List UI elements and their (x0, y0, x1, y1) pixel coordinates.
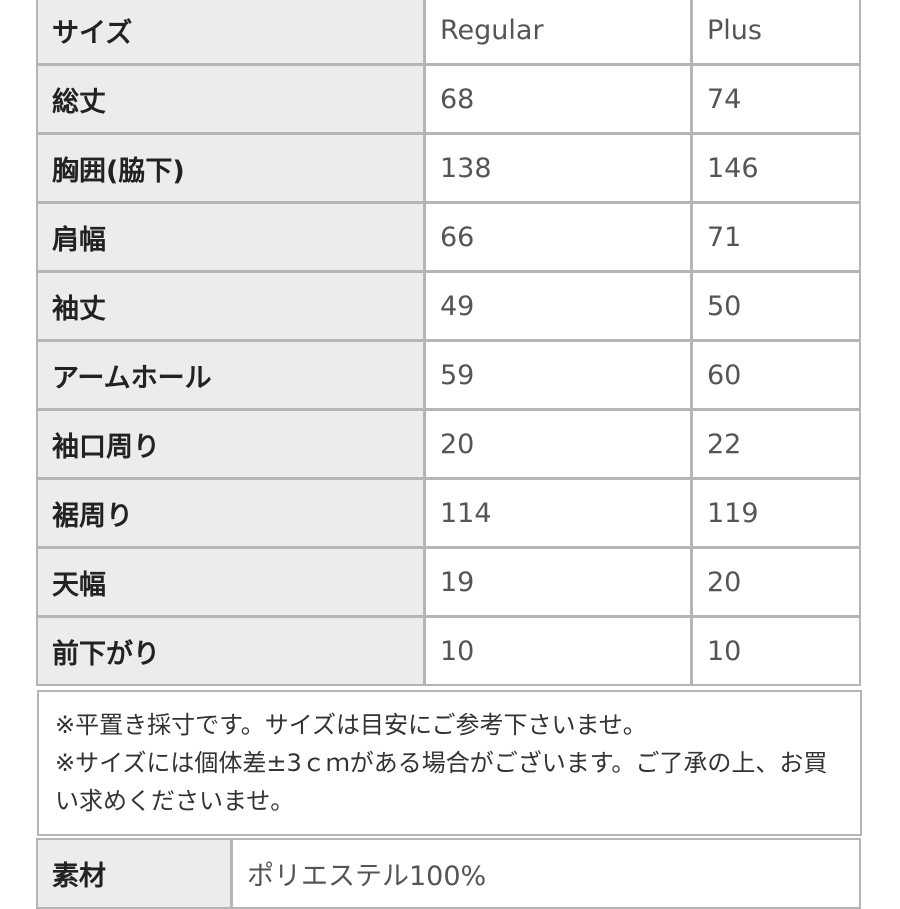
material-value: ポリエステル100% (231, 838, 861, 909)
regular-value: 66 (424, 202, 692, 272)
table-row: 肩幅 66 71 (36, 202, 862, 272)
plus-value: 71 (691, 202, 861, 272)
regular-value: 49 (424, 271, 692, 341)
note-line: ※サイズには個体差±3ｃｍがある場合がございます。ご了承の上、お買い求めください… (55, 749, 828, 815)
header-plus: Plus (691, 0, 861, 65)
size-table: サイズ Regular Plus 総丈 68 74 胸囲(脇下) 138 146 肩幅 66 7… (36, 0, 862, 686)
header-size: サイズ (36, 0, 425, 65)
table-row: アームホール 59 60 (36, 340, 862, 410)
row-label: 袖丈 (36, 271, 425, 341)
table-row: 天幅 19 20 (36, 547, 862, 617)
row-label: 肩幅 (36, 202, 425, 272)
plus-value: 20 (691, 547, 861, 617)
note-line: ※平置き採寸です。サイズは目安にご参考下さいませ。 (55, 711, 647, 739)
plus-value: 60 (691, 340, 861, 410)
regular-value: 68 (424, 64, 692, 134)
table-row: 総丈 68 74 (36, 64, 862, 134)
material-label: 素材 (36, 838, 232, 909)
row-label: 袖口周り (36, 409, 425, 479)
table-header-row: サイズ Regular Plus (36, 0, 862, 65)
plus-value: 50 (691, 271, 861, 341)
table-row: 袖丈 49 50 (36, 271, 862, 341)
table-row: 袖口周り 20 22 (36, 409, 862, 479)
regular-value: 20 (424, 409, 692, 479)
regular-value: 10 (424, 616, 692, 686)
regular-value: 114 (424, 478, 692, 548)
header-regular: Regular (424, 0, 692, 65)
table-row: 胸囲(脇下) 138 146 (36, 133, 862, 203)
table-row: 前下がり 10 10 (36, 616, 862, 686)
row-label: 総丈 (36, 64, 425, 134)
plus-value: 146 (691, 133, 861, 203)
regular-value: 19 (424, 547, 692, 617)
table-row: 裾周り 114 119 (36, 478, 862, 548)
plus-value: 22 (691, 409, 861, 479)
row-label: 天幅 (36, 547, 425, 617)
plus-value: 74 (691, 64, 861, 134)
material-row: 素材 ポリエステル100% (36, 838, 862, 909)
row-label: 前下がり (36, 616, 425, 686)
row-label: 裾周り (36, 478, 425, 548)
size-notes: ※平置き採寸です。サイズは目安にご参考下さいませ。 ※サイズには個体差±3ｃｍが… (37, 690, 862, 836)
row-label: アームホール (36, 340, 425, 410)
plus-value: 10 (691, 616, 861, 686)
row-label: 胸囲(脇下) (36, 133, 425, 203)
regular-value: 138 (424, 133, 692, 203)
regular-value: 59 (424, 340, 692, 410)
plus-value: 119 (691, 478, 861, 548)
